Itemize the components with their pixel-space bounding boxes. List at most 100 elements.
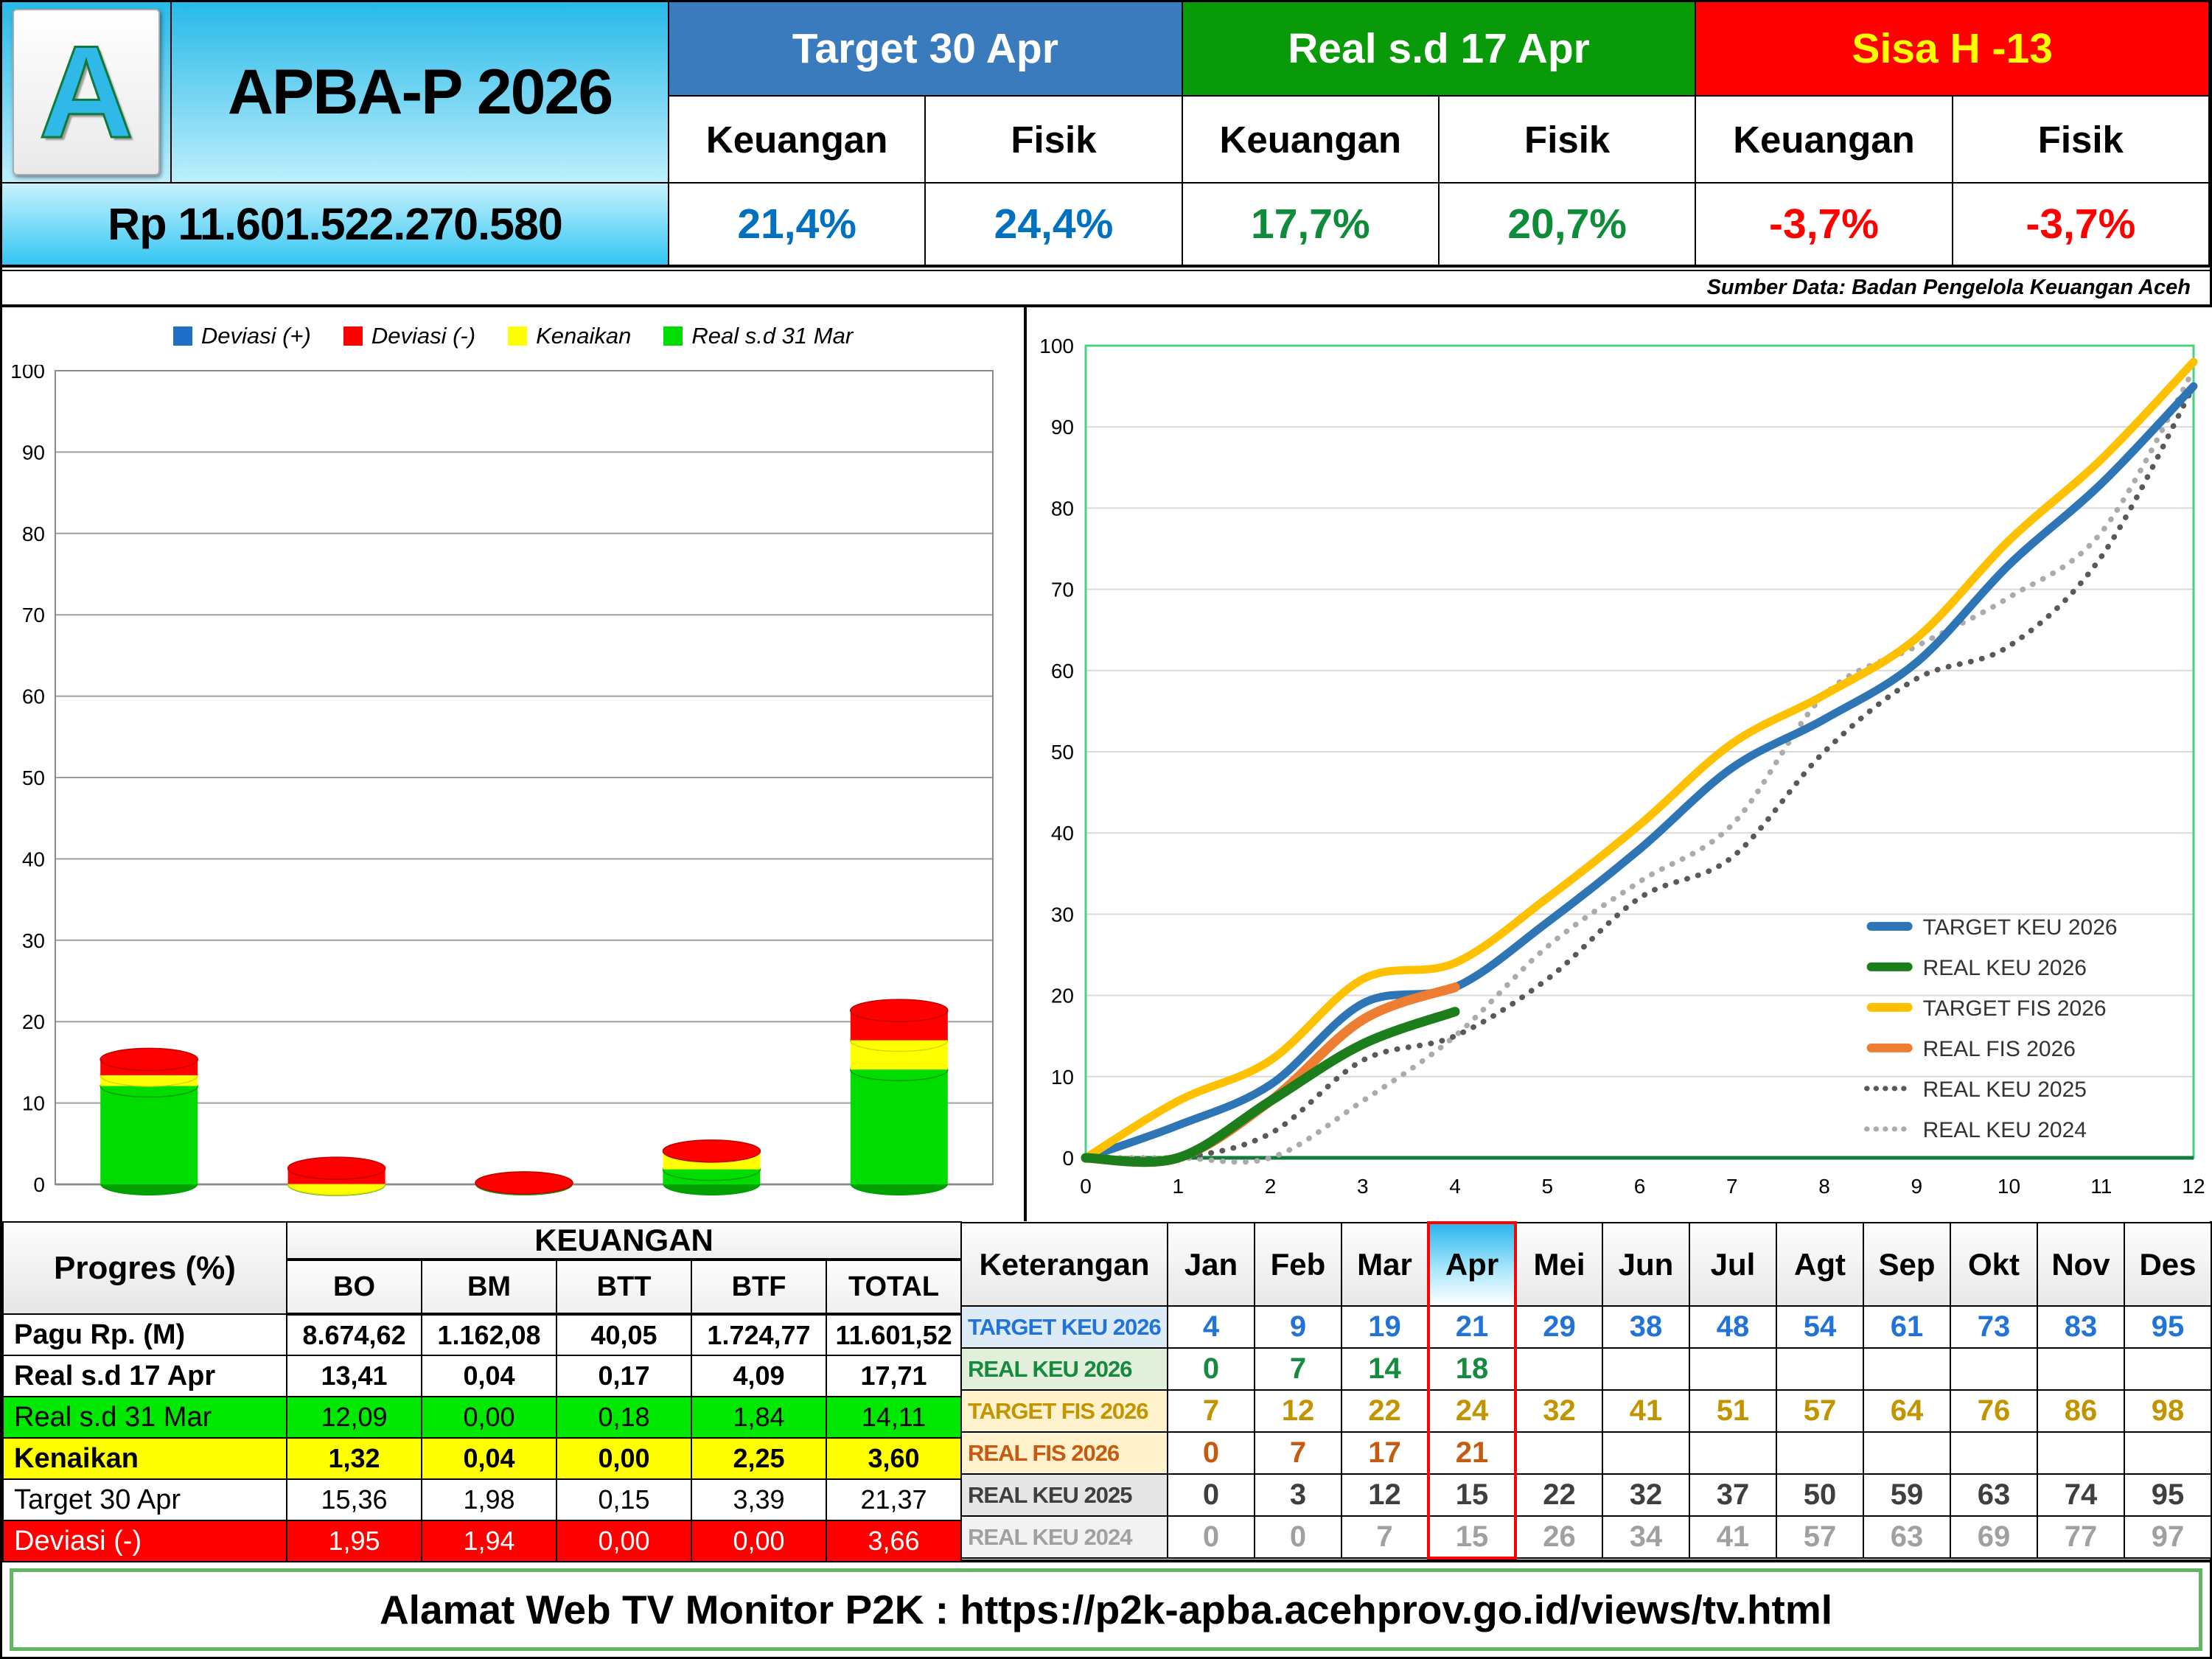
month-value-cell: 22 xyxy=(1341,1389,1429,1433)
month-value-cell: 0 xyxy=(1254,1515,1342,1559)
progress-header: Progres (%) xyxy=(2,1221,287,1315)
value-sisa-keuangan: -3,7% xyxy=(1696,184,1953,266)
month-header: Mar xyxy=(1341,1222,1429,1307)
legend-swatch xyxy=(343,326,363,346)
logo-cell: A xyxy=(2,2,172,184)
month-value-cell: 51 xyxy=(1689,1389,1777,1433)
row-label: Real s.d 31 Mar xyxy=(2,1396,287,1439)
month-value-cell: 18 xyxy=(1427,1347,1517,1391)
value-cell: 1,94 xyxy=(421,1520,557,1562)
month-value-cell: 12 xyxy=(1254,1389,1342,1433)
month-value-cell: 38 xyxy=(1602,1305,1690,1349)
value-cell: 1,32 xyxy=(286,1437,422,1480)
legend-label: Kenaikan xyxy=(536,323,632,349)
month-header: Feb xyxy=(1254,1222,1342,1307)
table-row: Progres (%) KEUANGAN xyxy=(2,1221,963,1315)
month-value-cell: 19 xyxy=(1341,1305,1429,1349)
month-value-cell: 7 xyxy=(1341,1515,1429,1559)
page-title: APBA-P 2026 xyxy=(227,56,613,128)
table-row: TARGET FIS 2026 7 12 22 24 32 41 51 57 64 76 86 98 xyxy=(960,1389,2212,1433)
legend-swatch xyxy=(508,326,528,346)
value-cell: 0,04 xyxy=(421,1437,557,1480)
logo-letter: A xyxy=(38,18,135,165)
percent-value: 21,4% xyxy=(737,200,856,248)
monthly-table-holder: Keterangan Jan Feb Mar Apr Mei Jun Jul Agt Sep Okt… xyxy=(960,1221,2212,1560)
month-header: Jul xyxy=(1689,1222,1777,1307)
svg-text:5: 5 xyxy=(1541,1175,1553,1198)
svg-text:40: 40 xyxy=(22,848,45,870)
month-value-cell xyxy=(1689,1347,1777,1391)
svg-text:60: 60 xyxy=(1051,660,1074,682)
value-cell: 4,09 xyxy=(691,1355,827,1397)
bar-chart-panel: Deviasi (+) Deviasi (-) Kenaikan Real s.d 3… xyxy=(2,307,1027,1221)
series-label: REAL KEU 2026 xyxy=(960,1347,1168,1391)
legend-label: Deviasi (-) xyxy=(371,323,476,349)
footer-box: Alamat Web TV Monitor P2K : https://p2k-… xyxy=(10,1568,2202,1651)
svg-text:10: 10 xyxy=(22,1092,45,1115)
month-value-cell: 57 xyxy=(1776,1515,1864,1559)
svg-text:TARGET KEU 2026: TARGET KEU 2026 xyxy=(1923,915,2118,940)
legend-swatch xyxy=(663,326,683,346)
column-header: BM xyxy=(421,1259,557,1316)
group-label: Target 30 Apr xyxy=(792,25,1058,72)
svg-text:0: 0 xyxy=(1080,1175,1092,1198)
row-label: Real s.d 17 Apr xyxy=(2,1355,287,1397)
value-cell: 13,41 xyxy=(286,1355,422,1397)
series-label: TARGET KEU 2026 xyxy=(960,1305,1168,1349)
svg-text:REAL KEU 2024: REAL KEU 2024 xyxy=(1923,1118,2087,1142)
svg-text:3: 3 xyxy=(1357,1175,1369,1198)
month-header: Nov xyxy=(2037,1222,2125,1307)
value-cell: 3,39 xyxy=(691,1478,827,1521)
svg-text:4: 4 xyxy=(1449,1175,1461,1198)
month-header: Sep xyxy=(1863,1222,1951,1307)
value-cell: 3,66 xyxy=(825,1520,963,1562)
monthly-table-body: TARGET KEU 2026 4 9 19 21 29 38 48 54 61 73 83 95 REA… xyxy=(960,1305,2212,1560)
month-value-cell: 50 xyxy=(1776,1473,1864,1517)
progress-table-body: Pagu Rp. (M) 8.674,62 1.162,08 40,05 1.724,7… xyxy=(2,1313,963,1562)
subheader-keuangan-1: Keuangan xyxy=(669,97,927,184)
group-header-keuangan: KEUANGAN xyxy=(285,1221,963,1261)
month-value-cell xyxy=(1863,1347,1951,1391)
month-value-cell: 7 xyxy=(1254,1347,1342,1391)
month-value-cell: 73 xyxy=(1950,1305,2038,1349)
value-cell: 11.601,52 xyxy=(825,1313,963,1356)
subheader-label: Keuangan xyxy=(705,118,888,161)
value-cell: 3,60 xyxy=(825,1437,963,1480)
value-cell: 0,18 xyxy=(556,1396,692,1439)
month-header: Des xyxy=(2124,1222,2212,1307)
source-note-strip: Sumber Data: Badan Pengelola Keuangan Ac… xyxy=(2,266,2210,307)
subheader-keuangan-2: Keuangan xyxy=(1182,97,1440,184)
month-header: Apr xyxy=(1427,1221,1517,1307)
table-row: REAL KEU 2025 0 3 12 15 22 32 37 50 59 63 74 95 xyxy=(960,1473,2212,1517)
legend-label: Real s.d 31 Mar xyxy=(691,323,854,349)
svg-text:30: 30 xyxy=(1051,903,1074,926)
value-cell: 1,98 xyxy=(421,1478,557,1521)
header-group-sisa: Sisa H -13 xyxy=(1696,2,2210,97)
header: A APBA-P 2026 Target 30 Apr Real s.d 17 … xyxy=(2,2,2210,266)
footer: Alamat Web TV Monitor P2K : https://p2k-… xyxy=(2,1562,2210,1657)
svg-text:10: 10 xyxy=(1051,1066,1074,1089)
month-value-cell: 95 xyxy=(2124,1305,2212,1349)
charts-area: Deviasi (+) Deviasi (-) Kenaikan Real s.d 3… xyxy=(2,307,2212,1221)
budget-total-cell: Rp 11.601.522.270.580 xyxy=(2,184,669,266)
value-cell: 0,17 xyxy=(556,1355,692,1397)
month-value-cell xyxy=(1602,1347,1690,1391)
value-cell: 0,00 xyxy=(556,1520,692,1562)
subheader-label: Fisik xyxy=(1524,118,1611,161)
month-value-cell: 15 xyxy=(1427,1473,1517,1517)
column-header: BO xyxy=(286,1259,422,1316)
month-value-cell: 24 xyxy=(1427,1389,1517,1433)
month-value-cell: 86 xyxy=(2037,1389,2125,1433)
group-label: Real s.d 17 Apr xyxy=(1288,25,1590,72)
month-value-cell: 21 xyxy=(1427,1305,1517,1349)
row-label: Kenaikan xyxy=(2,1437,287,1480)
svg-text:7: 7 xyxy=(1726,1175,1738,1198)
value-cell: 12,09 xyxy=(286,1396,422,1439)
table-row: Real s.d 17 Apr 13,41 0,04 0,17 4,09 17,71 xyxy=(2,1355,963,1397)
month-value-cell: 32 xyxy=(1602,1473,1690,1517)
legend-swatch xyxy=(172,326,192,346)
month-value-cell: 95 xyxy=(2124,1473,2212,1517)
month-value-cell: 64 xyxy=(1863,1389,1951,1433)
subheader-label: Fisik xyxy=(2037,118,2124,161)
